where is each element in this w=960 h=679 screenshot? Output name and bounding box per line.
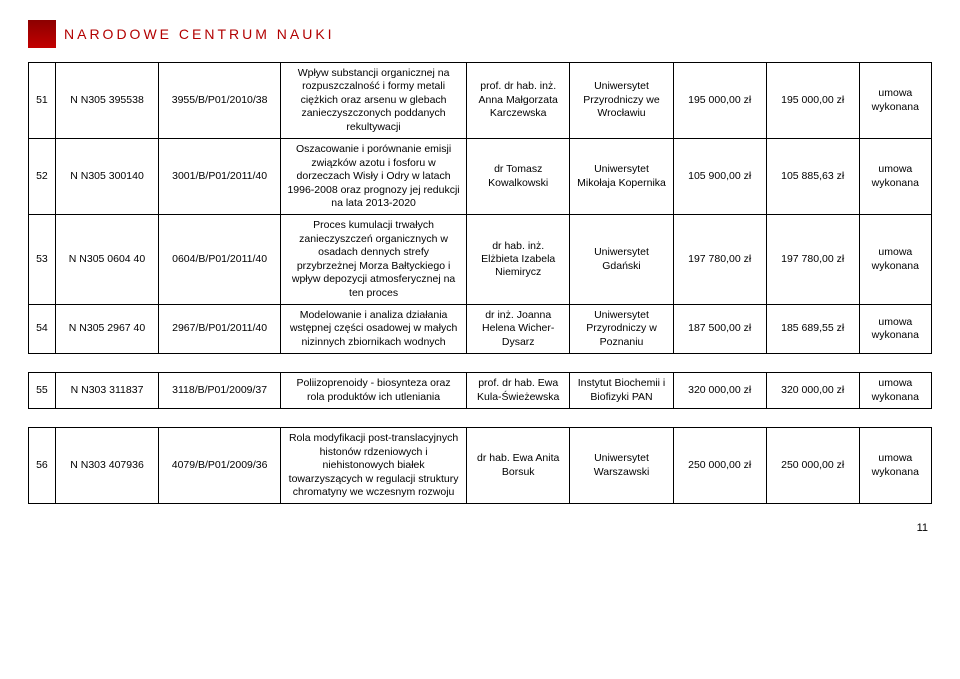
cell-ref-no: 0604/B/P01/2011/40 — [159, 215, 281, 305]
cell-status: umowa wykonana — [859, 305, 931, 354]
cell-description: Wpływ substancji organicznej na rozpuszc… — [281, 63, 467, 139]
cell-institution: Uniwersytet Mikołaja Kopernika — [570, 139, 673, 215]
cell-grant-no: N N305 2967 40 — [55, 305, 158, 354]
cell-institution: Uniwersytet Warszawski — [570, 428, 673, 504]
cell-description: Rola modyfikacji post-translacyjnych his… — [281, 428, 467, 504]
cell-amount-granted: 105 885,63 zł — [766, 139, 859, 215]
cell-amount-granted: 197 780,00 zł — [766, 215, 859, 305]
cell-amount-granted: 320 000,00 zł — [766, 373, 859, 409]
cell-amount-requested: 250 000,00 zł — [673, 428, 766, 504]
cell-amount-granted: 195 000,00 zł — [766, 63, 859, 139]
cell-grant-no: N N303 311837 — [55, 373, 158, 409]
cell-status: umowa wykonana — [859, 139, 931, 215]
cell-ref-no: 3118/B/P01/2009/37 — [159, 373, 281, 409]
cell-person: prof. dr hab. inż. Anna Małgorzata Karcz… — [467, 63, 570, 139]
grants-table: 55N N303 3118373118/B/P01/2009/37Poliizo… — [28, 372, 932, 409]
cell-person: dr inż. Joanna Helena Wicher-Dysarz — [467, 305, 570, 354]
table-row: 54N N305 2967 402967/B/P01/2011/40Modelo… — [29, 305, 932, 354]
cell-person: dr hab. inż. Elżbieta Izabela Niemirycz — [467, 215, 570, 305]
table-row: 55N N303 3118373118/B/P01/2009/37Poliizo… — [29, 373, 932, 409]
cell-institution: Uniwersytet Przyrodniczy we Wrocławiu — [570, 63, 673, 139]
cell-amount-requested: 105 900,00 zł — [673, 139, 766, 215]
cell-status: umowa wykonana — [859, 63, 931, 139]
cell-ref-no: 4079/B/P01/2009/36 — [159, 428, 281, 504]
tables-container: 51N N305 3955383955/B/P01/2010/38Wpływ s… — [28, 62, 932, 504]
table-row: 52N N305 3001403001/B/P01/2011/40Oszacow… — [29, 139, 932, 215]
cell-number: 56 — [29, 428, 56, 504]
cell-status: umowa wykonana — [859, 428, 931, 504]
cell-status: umowa wykonana — [859, 215, 931, 305]
cell-description: Poliizoprenoidy - biosynteza oraz rola p… — [281, 373, 467, 409]
cell-amount-requested: 187 500,00 zł — [673, 305, 766, 354]
table-row: 56N N303 4079364079/B/P01/2009/36Rola mo… — [29, 428, 932, 504]
grants-table: 51N N305 3955383955/B/P01/2010/38Wpływ s… — [28, 62, 932, 354]
grants-table: 56N N303 4079364079/B/P01/2009/36Rola mo… — [28, 427, 932, 504]
cell-ref-no: 3001/B/P01/2011/40 — [159, 139, 281, 215]
cell-number: 55 — [29, 373, 56, 409]
cell-ref-no: 3955/B/P01/2010/38 — [159, 63, 281, 139]
cell-grant-no: N N303 407936 — [55, 428, 158, 504]
cell-grant-no: N N305 300140 — [55, 139, 158, 215]
cell-ref-no: 2967/B/P01/2011/40 — [159, 305, 281, 354]
cell-amount-requested: 195 000,00 zł — [673, 63, 766, 139]
table-row: 51N N305 3955383955/B/P01/2010/38Wpływ s… — [29, 63, 932, 139]
cell-description: Modelowanie i analiza działania wstępnej… — [281, 305, 467, 354]
table-row: 53N N305 0604 400604/B/P01/2011/40Proces… — [29, 215, 932, 305]
cell-institution: Uniwersytet Gdański — [570, 215, 673, 305]
cell-number: 52 — [29, 139, 56, 215]
cell-amount-requested: 320 000,00 zł — [673, 373, 766, 409]
cell-person: dr hab. Ewa Anita Borsuk — [467, 428, 570, 504]
cell-person: dr Tomasz Kowalkowski — [467, 139, 570, 215]
cell-person: prof. dr hab. Ewa Kula-Świeżewska — [467, 373, 570, 409]
logo-icon — [28, 20, 56, 48]
cell-description: Proces kumulacji trwałych zanieczyszczeń… — [281, 215, 467, 305]
cell-number: 53 — [29, 215, 56, 305]
cell-number: 51 — [29, 63, 56, 139]
cell-amount-granted: 185 689,55 zł — [766, 305, 859, 354]
cell-amount-granted: 250 000,00 zł — [766, 428, 859, 504]
page-header: NARODOWE CENTRUM NAUKI — [28, 20, 932, 48]
cell-description: Oszacowanie i porównanie emisji związków… — [281, 139, 467, 215]
cell-institution: Uniwersytet Przyrodniczy w Poznaniu — [570, 305, 673, 354]
header-title: NARODOWE CENTRUM NAUKI — [64, 26, 335, 42]
cell-institution: Instytut Biochemii i Biofizyki PAN — [570, 373, 673, 409]
cell-status: umowa wykonana — [859, 373, 931, 409]
cell-amount-requested: 197 780,00 zł — [673, 215, 766, 305]
cell-number: 54 — [29, 305, 56, 354]
cell-grant-no: N N305 395538 — [55, 63, 158, 139]
cell-grant-no: N N305 0604 40 — [55, 215, 158, 305]
page-number: 11 — [28, 522, 932, 534]
